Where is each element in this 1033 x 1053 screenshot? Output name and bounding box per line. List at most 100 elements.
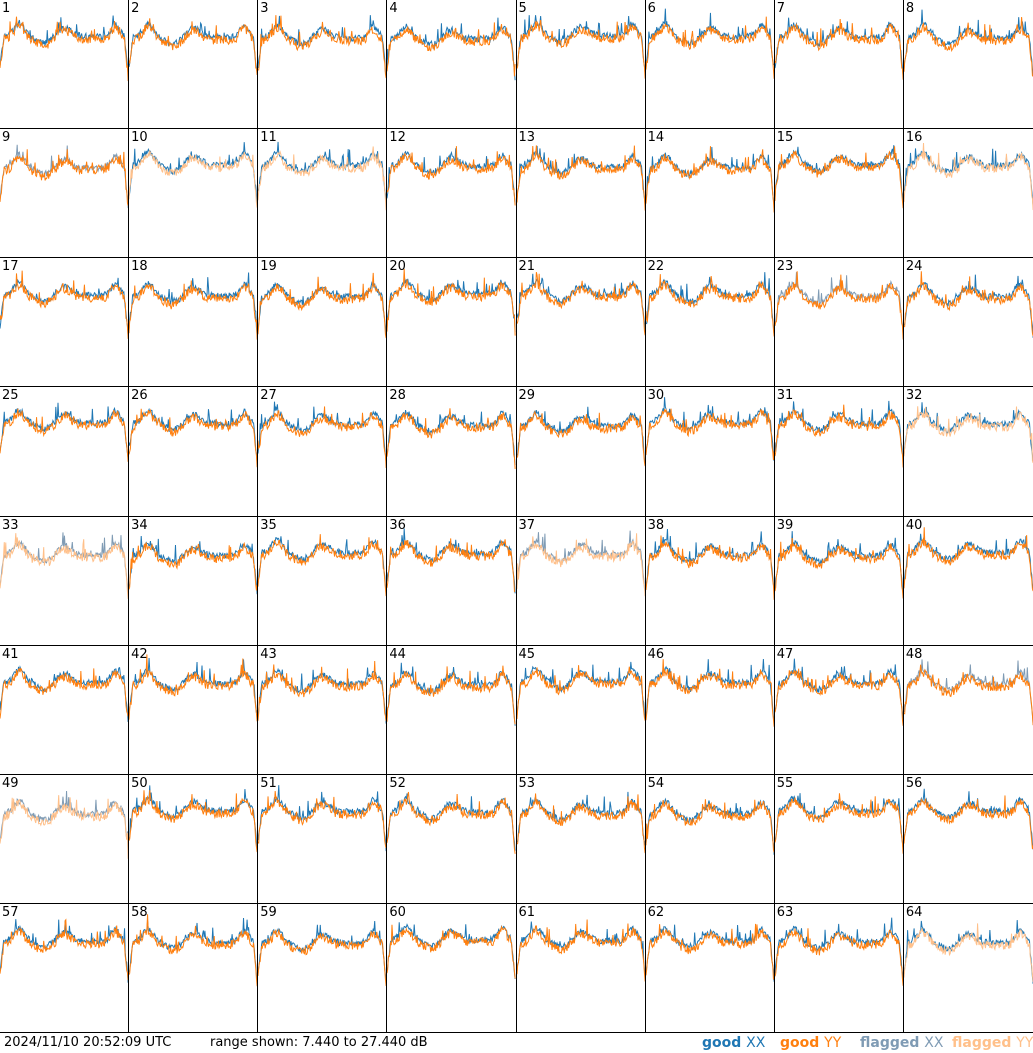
- antenna-panel-63: 63: [774, 903, 904, 1033]
- series-yy-line-40: [903, 526, 1033, 591]
- antenna-panel-1: 1: [0, 0, 130, 130]
- series-xx-line-60: [387, 922, 516, 979]
- antenna-panel-32: 32: [903, 387, 1033, 517]
- series-xx-line-39: [774, 530, 903, 594]
- series-yy-line-47: [774, 668, 903, 726]
- series-yy-line-63: [774, 928, 903, 986]
- spectrum-plot-14: [645, 146, 774, 213]
- series-yy-line-33: [0, 532, 129, 599]
- series-yy-line-45: [516, 664, 645, 721]
- series-yy-line-6: [645, 16, 774, 79]
- spectrum-plot-64: [903, 919, 1033, 984]
- spectrum-plot-52: [387, 791, 516, 854]
- panel-label: 14: [647, 130, 665, 146]
- antenna-panel-37: 37: [516, 516, 646, 646]
- antenna-panel-11: 11: [258, 129, 388, 259]
- legend-good-yy-prefix: good: [780, 1035, 825, 1051]
- spectrum-plot-26: [129, 408, 258, 468]
- series-yy-line-7: [774, 19, 903, 80]
- series-yy-line-60: [387, 924, 516, 979]
- series-yy-line-17: [0, 270, 129, 340]
- series-yy-line-42: [129, 654, 258, 722]
- antenna-panel-43: 43: [258, 645, 388, 775]
- panel-label: 58: [131, 904, 148, 920]
- series-yy-line-55: [774, 792, 903, 854]
- panel-label: 52: [389, 775, 406, 791]
- series-xx-line-48: [903, 659, 1033, 725]
- series-xx-line-34: [129, 535, 258, 594]
- antenna-panel-53: 53: [516, 774, 646, 904]
- spectrum-plot-40: [903, 526, 1033, 591]
- antenna-panel-3: 3: [258, 0, 388, 130]
- antenna-panel-51: 51: [258, 774, 388, 904]
- series-yy-line-20: [387, 269, 516, 336]
- antenna-panel-24: 24: [903, 258, 1033, 388]
- panel-label: 60: [389, 904, 406, 920]
- series-yy-line-62: [645, 923, 774, 980]
- panel-label: 26: [131, 388, 148, 404]
- spectrum-plot-36: [387, 527, 516, 593]
- series-xx-line-59: [258, 920, 387, 982]
- antenna-panel-25: 25: [0, 387, 130, 517]
- antenna-panel-21: 21: [516, 258, 646, 388]
- antenna-panel-2: 2: [129, 0, 259, 130]
- series-xx-line-56: [903, 788, 1033, 850]
- spectrum-plot-17: [0, 270, 129, 340]
- series-yy-line-41: [0, 667, 129, 719]
- panel-label: 9: [2, 130, 11, 146]
- series-xx-line-30: [645, 397, 774, 462]
- spectrum-plot-60: [387, 922, 516, 979]
- panel-label: 13: [518, 130, 536, 146]
- panel-label: 21: [518, 259, 536, 275]
- spectrum-plot-31: [774, 401, 903, 468]
- series-yy-line-14: [645, 146, 774, 213]
- antenna-panel-17: 17: [0, 258, 130, 388]
- series-xx-line-51: [258, 784, 387, 851]
- spectrum-plot-1: [0, 15, 129, 82]
- series-yy-line-25: [0, 408, 129, 463]
- series-yy-line-27: [258, 406, 387, 469]
- series-yy-line-43: [258, 660, 387, 721]
- spectrum-plot-7: [774, 17, 903, 80]
- series-yy-line-64: [903, 923, 1033, 982]
- series-xx-line-11: [258, 142, 387, 205]
- series-xx-line-33: [0, 531, 129, 595]
- antenna-panel-60: 60: [387, 903, 517, 1033]
- panel-label: 20: [389, 259, 406, 275]
- series-xx-line-27: [258, 402, 387, 464]
- panel-label: 48: [905, 646, 923, 662]
- panel-label: 29: [518, 388, 536, 404]
- antenna-panel-64: 64: [903, 904, 1033, 1033]
- antenna-panel-10: 10: [129, 129, 259, 259]
- panel-label: 63: [776, 904, 794, 920]
- panel-label: 18: [131, 259, 148, 275]
- series-xx-line-17: [0, 278, 129, 338]
- antenna-panel-7: 7: [774, 0, 904, 130]
- panel-label: 56: [905, 775, 923, 791]
- series-yy-line-61: [516, 919, 645, 982]
- series-xx-line-13: [516, 145, 645, 206]
- panel-label: 22: [647, 259, 665, 275]
- series-yy-line-56: [903, 795, 1033, 849]
- footer: 2024/11/10 20:52:09 UTC range shown: 7.4…: [0, 1033, 1033, 1053]
- panel-label: 12: [389, 130, 406, 146]
- series-xx-line-64: [903, 919, 1033, 984]
- antenna-panel-46: 46: [645, 645, 775, 775]
- antenna-panel-30: 30: [645, 387, 775, 517]
- spectrum-plot-30: [645, 397, 774, 462]
- antenna-panel-40: 40: [903, 517, 1033, 646]
- spectrum-plot-3: [258, 15, 387, 79]
- panel-label: 24: [905, 259, 923, 275]
- panel-label: 47: [776, 646, 794, 662]
- antenna-panel-14: 14: [645, 129, 775, 259]
- spectrum-plot-63: [774, 917, 903, 986]
- timestamp: 2024/11/10 20:52:09 UTC: [4, 1035, 172, 1050]
- spectrum-plot-50: [129, 785, 258, 852]
- series-xx-line-9: [0, 144, 129, 209]
- antenna-panel-34: 34: [129, 516, 259, 646]
- panel-label: 57: [2, 904, 19, 920]
- antenna-panel-18: 18: [129, 258, 259, 388]
- series-yy-line-16: [903, 143, 1033, 211]
- series-xx-line-23: [774, 272, 903, 336]
- series-xx-line-42: [129, 657, 258, 716]
